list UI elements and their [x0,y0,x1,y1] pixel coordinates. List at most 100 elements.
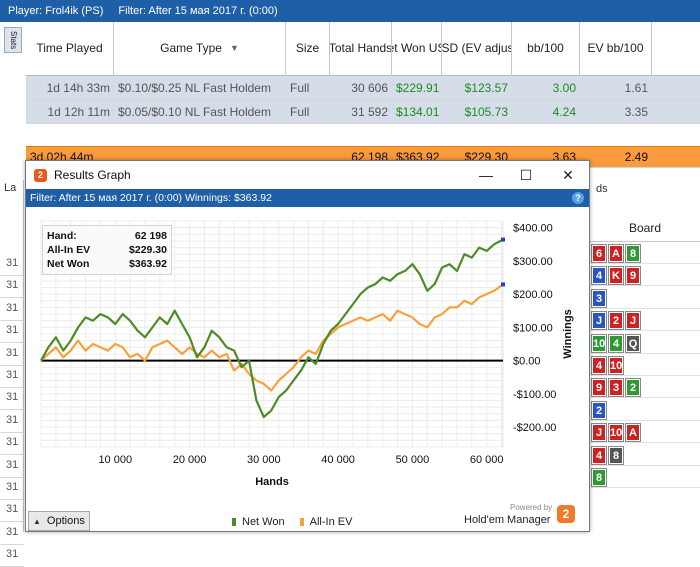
close-icon[interactable]: ✕ [562,167,574,183]
window-titlebar[interactable]: 2 Results Graph — ☐ ✕ [26,161,589,189]
legend-swatch-allin-ev [299,518,304,527]
card: 4 [591,266,607,286]
card: 4 [608,333,624,353]
chart-legend: Net Won All-In EV [232,516,364,528]
y-tick-label: $0.00 [513,356,541,368]
brand-label: Hold'em Manager [464,514,551,526]
legend-allin-ev[interactable]: All-In EV [299,516,352,528]
stats-side-tab[interactable]: Stats [4,27,22,53]
player-label: Player: Frol4ik (PS) [8,5,104,17]
board-column: ds Board 6 A 8 4 K 9 3 J 2 J 10 4 Q 4 10 9 3 2 2 J 10 A 4 8 8 [590,180,700,532]
x-axis-label: Hands [255,476,289,488]
row-divider [0,521,24,523]
row-divider [0,476,24,478]
options-button[interactable]: ▲ Options [28,511,90,531]
help-icon[interactable]: ? [572,192,584,204]
x-tick-label: 30 000 [247,454,281,466]
card: 2 [608,311,624,331]
hand-id-cell: 31 [6,301,19,314]
stats-grid: Time Played Game Type ▼ Size Total Hands… [26,21,700,168]
series-line-net-won [40,238,504,419]
hand-id-cell: 31 [6,346,19,359]
cell-hands: 30 606 [351,80,388,95]
x-tick-label: 10 000 [98,454,132,466]
minimize-icon[interactable]: — [479,167,493,183]
x-tick-label: 60 000 [470,454,504,466]
hands-table-left-edge: La 31 31 31 31 31 31 31 31 31 31 31 31 31 31 [0,180,24,567]
cell-size: Full [290,80,310,95]
hand-id-cell: 31 [6,391,19,404]
card: 8 [591,468,607,487]
row-divider [0,342,24,344]
card: 3 [591,288,607,308]
col-game-type[interactable]: Game Type ▼ [114,21,286,76]
cell-time: 1d 12h 11m [47,104,111,119]
card: J [591,423,607,443]
filter-bar: Player: Frol4ik (PS) Filter: After 15 ма… [0,0,700,22]
cell-size: Full [290,104,310,119]
card: 4 [591,445,607,465]
graph-filter-label: Filter: After 15 мая 2017 г. (0:00) Winn… [30,192,272,204]
row-divider [0,297,24,299]
col-ev-bb100[interactable]: EV bb/100 [580,21,652,76]
row-divider [0,387,24,388]
hand-id-cell: 31 [6,257,19,269]
cell-game-type: $0.10/$0.25 NL Fast Holdem [118,80,271,95]
filter-label[interactable]: Filter: After 15 мая 2017 г. (0:00) [118,5,278,17]
y-tick-label: $100.00 [513,322,553,334]
x-tick-label: 50 000 [396,454,430,466]
maximize-icon[interactable]: ☐ [519,167,533,183]
row-divider [0,543,24,545]
row-divider [0,275,24,276]
hands-tab-right[interactable]: ds [596,183,608,195]
col-time-played[interactable]: Time Played [26,21,114,76]
board-row[interactable]: 8 [590,466,700,488]
hands-tab[interactable]: La [4,182,17,194]
graph-footer: ▲ Options Net Won All-In EV Powered by Ho… [26,503,589,532]
board-header[interactable]: Board [590,214,700,242]
board-row[interactable]: 3 [590,287,700,309]
row-divider [0,454,24,456]
table-row[interactable]: 1d 12h 11m $0.05/$0.10 NL Fast Holdem Fu… [26,100,700,124]
caret-up-icon: ▲ [33,517,41,526]
table-row[interactable]: 1d 14h 33m $0.10/$0.25 NL Fast Holdem Fu… [26,76,700,100]
y-tick-label: $400.00 [513,223,553,235]
y-tick-label: -$200.00 [513,422,556,434]
hm2-logo-icon: 2 [34,169,47,182]
board-row[interactable]: 10 4 Q [590,332,700,354]
total-ev-bb100: 2.49 [624,150,648,164]
col-size[interactable]: Size [286,21,330,76]
col-net-won[interactable]: Net Won USD [392,21,442,76]
info-row-net-won: Net Won $363.92 [47,258,167,270]
row-divider [0,431,24,433]
x-tick-label: 20 000 [173,454,207,466]
col-total-hands[interactable]: Total Hands [330,21,392,76]
series-line-allin-ev [40,283,504,392]
cell-hands: 31 592 [351,104,388,119]
card: 8 [608,445,624,465]
hand-id-cell: 31 [6,413,19,426]
info-row-allin-ev: All-In EV $229.30 [47,244,167,256]
y-axis-label: Winnings [562,309,574,358]
hand-id-cell: 31 [6,436,19,449]
board-row[interactable]: 2 [590,399,700,421]
info-row-hand: Hand: 62 198 [47,230,167,242]
col-usd-ev[interactable]: $ USD (EV adjusted [442,21,512,76]
results-graph-window: 2 Results Graph — ☐ ✕ Filter: After 15 м… [25,160,590,532]
cell-usd-ev: $123.57 [464,80,508,95]
window-title: Results Graph [54,168,131,182]
cell-bb100: 4.24 [552,104,576,119]
col-bb100[interactable]: bb/100 [512,21,580,76]
sort-down-icon[interactable]: ▼ [229,43,239,53]
x-tick-label: 40 000 [321,454,355,466]
board-row[interactable]: J 10 A [590,421,700,444]
board-row[interactable]: 4 10 [590,354,700,376]
legend-net-won[interactable]: Net Won [232,516,285,528]
card: 9 [625,266,641,286]
hand-id-cell: 31 [6,503,19,516]
